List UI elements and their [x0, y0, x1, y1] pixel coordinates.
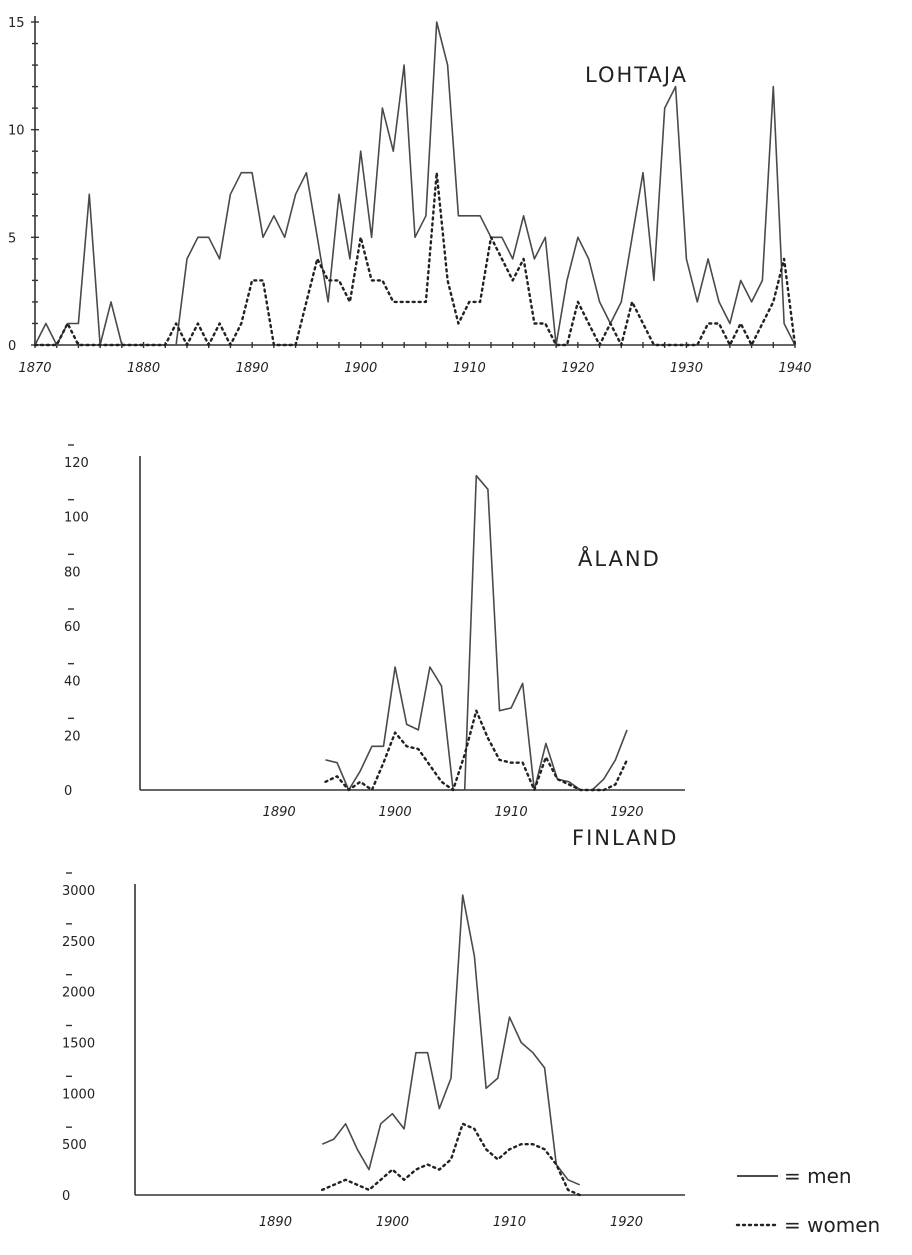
y-tick-label-120: 120: [64, 456, 89, 471]
x-tick-label-1880: 1880: [127, 361, 160, 376]
lohtaja-chart: LOHTAJA 0 5 10 15 1870 1880 1890 1900 1910 1920 193…: [8, 16, 812, 376]
x-tick-label-1930: 1930: [670, 361, 703, 376]
x-tick-label-1900: 1900: [344, 361, 377, 376]
chart-title: FINLAND: [572, 826, 678, 850]
finland-chart: FINLAND 0 500 1000 1500 2000 2500 3000 1890 1900 1…: [62, 826, 685, 1230]
aland-chart: ÅLAND 0 20 40 60 80 100 120 1890 1900 1910 1920: [64, 444, 685, 820]
x-tick-label-1920: 1920: [561, 361, 594, 376]
series-men-line: [321, 894, 581, 1186]
y-tick-label-60: 60: [64, 620, 81, 635]
x-tick-label-1940: 1940: [778, 361, 811, 376]
y-tick-label-80: 80: [64, 565, 81, 580]
chart-title: LOHTAJA: [585, 63, 688, 87]
x-tick-label-1890: 1890: [263, 805, 296, 820]
y-tick-label-20: 20: [64, 729, 81, 744]
y-tick-label-500: 500: [62, 1138, 87, 1153]
y-tick-label-10: 10: [8, 124, 25, 139]
x-tick-label-1910: 1910: [453, 361, 486, 376]
x-tick-label-1910: 1910: [493, 1215, 526, 1230]
legend: = men = women: [735, 1164, 880, 1237]
x-tick-label-1910: 1910: [495, 805, 528, 820]
series-women-line: [33, 171, 797, 347]
series-men-line: [325, 474, 628, 791]
series-women-line: [321, 1122, 581, 1197]
series-women-line: [324, 709, 629, 792]
legend-men-label: = men: [784, 1164, 852, 1188]
chart-title: ÅLAND: [578, 545, 661, 571]
x-tick-label-1920: 1920: [610, 1215, 643, 1230]
x-tick-label-1900: 1900: [379, 805, 412, 820]
y-tick-label-0: 0: [8, 339, 16, 354]
y-tick-label-1000: 1000: [62, 1087, 95, 1102]
y-tick-label-40: 40: [64, 675, 81, 690]
x-tick-label-1920: 1920: [610, 805, 643, 820]
y-tick-label-3000: 3000: [62, 884, 95, 899]
x-tick-label-1890: 1890: [236, 361, 269, 376]
y-tick-label-2500: 2500: [62, 935, 95, 950]
y-tick-label-100: 100: [64, 511, 89, 526]
x-tick-label-1890: 1890: [259, 1215, 292, 1230]
y-tick-label-15: 15: [8, 16, 25, 31]
y-tick-label-5: 5: [8, 231, 16, 246]
y-tick-label-0: 0: [62, 1189, 70, 1204]
x-tick-label-1870: 1870: [18, 361, 51, 376]
legend-women-label: = women: [784, 1213, 880, 1237]
x-tick-label-1900: 1900: [376, 1215, 409, 1230]
y-tick-label-2000: 2000: [62, 986, 95, 1001]
y-tick-label-0: 0: [64, 784, 72, 799]
series-men-line: [34, 21, 796, 346]
y-tick-label-1500: 1500: [62, 1037, 95, 1052]
